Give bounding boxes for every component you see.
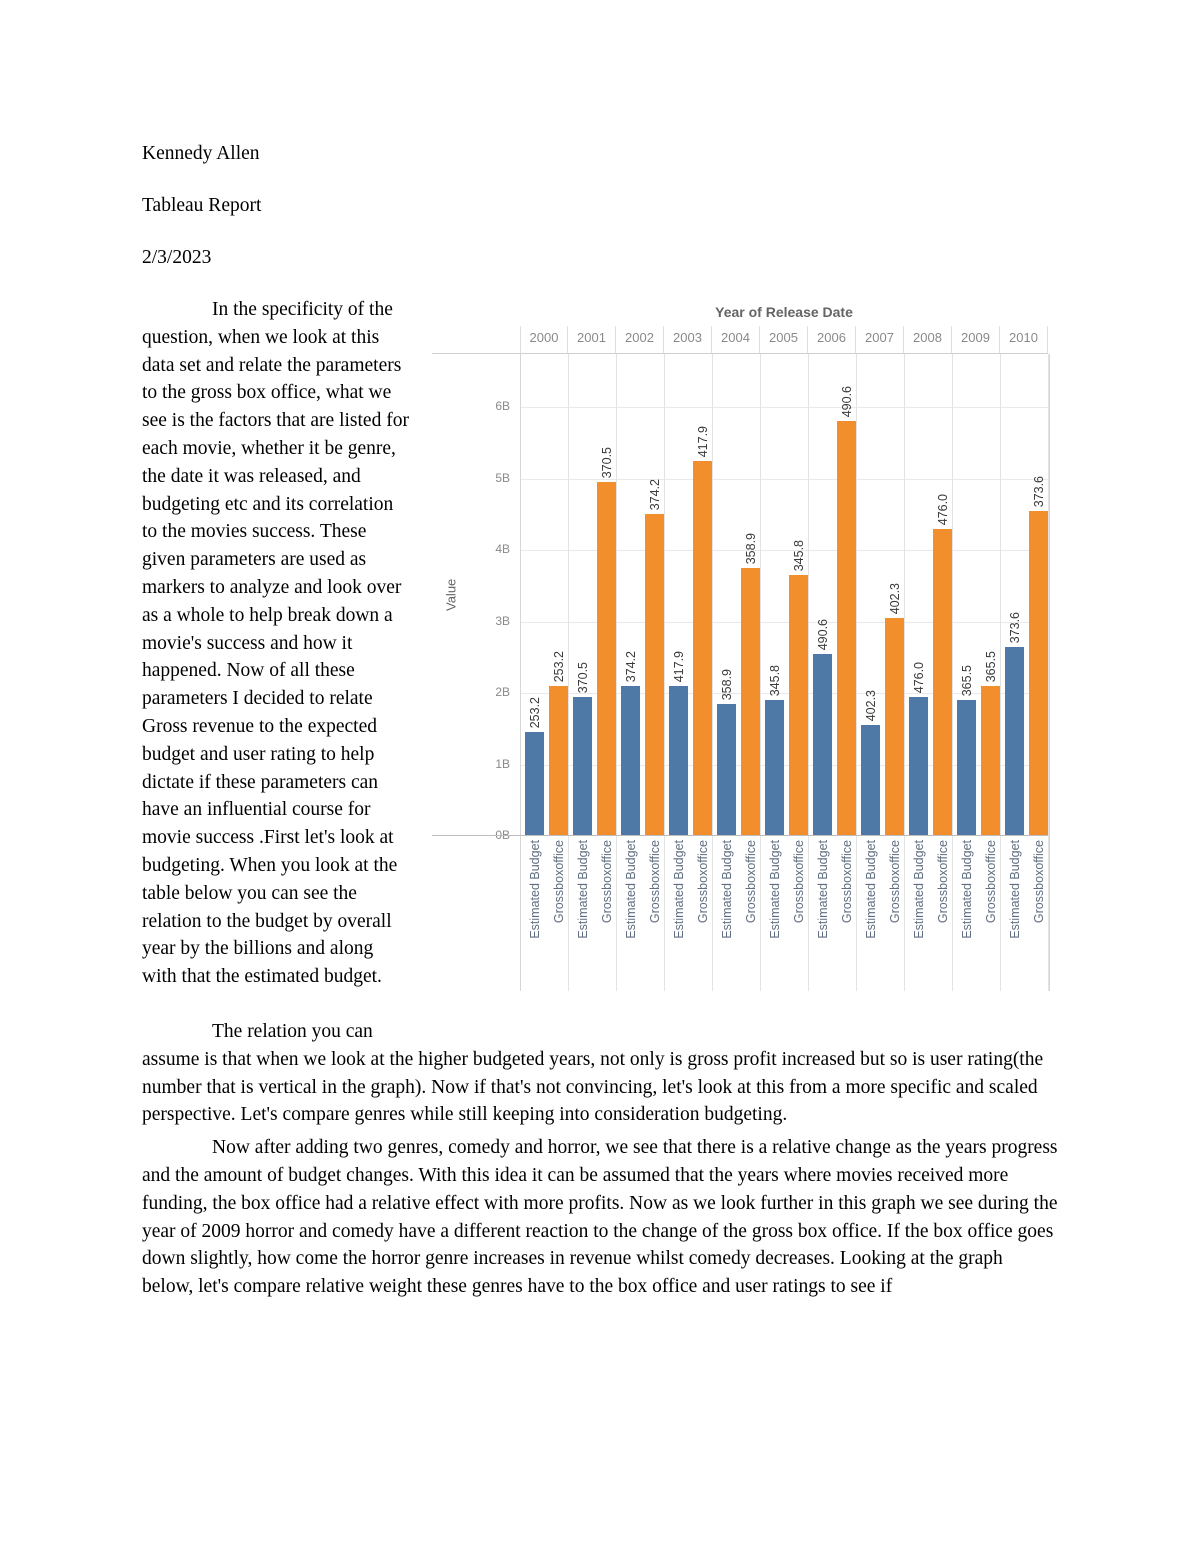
- year-header: 2010: [1000, 326, 1048, 353]
- grossboxoffice-bar: [741, 568, 760, 836]
- year-header: 2000: [520, 326, 568, 353]
- estimated-budget-bar: [813, 654, 832, 836]
- year-pane: [857, 354, 905, 991]
- x-category-label: Estimated Budget: [623, 840, 638, 939]
- gridline: [521, 693, 1049, 694]
- year-header: 2006: [808, 326, 856, 353]
- year-header: 2002: [616, 326, 664, 353]
- grossboxoffice-bar: [597, 482, 616, 836]
- document-body: Year of Release Date 2000 2001 2002 2003 200…: [142, 296, 1058, 1301]
- gridline: [521, 478, 1049, 480]
- estimated-budget-bar: [861, 725, 880, 836]
- gridline: [521, 764, 1049, 766]
- paragraph-3: Now after adding two genres, comedy and …: [142, 1137, 1058, 1298]
- gridline: [521, 550, 1049, 551]
- estimated-budget-bar: [765, 700, 784, 836]
- author-line: Kennedy Allen: [142, 143, 260, 164]
- x-category-label: Estimated Budget: [719, 840, 734, 939]
- grossboxoffice-bar: [981, 686, 1000, 836]
- paragraph-1: In the specificity of the question, when…: [142, 299, 409, 988]
- x-category-label: Estimated Budget: [527, 840, 542, 939]
- grossboxoffice-bar: [645, 514, 664, 836]
- y-tick-label: 1B: [495, 756, 510, 771]
- y-tick-label: 2B: [495, 685, 510, 699]
- year-pane: [713, 354, 761, 991]
- x-category-label: Grossboxoffice: [791, 840, 806, 924]
- year-header: 2001: [568, 326, 616, 353]
- estimated-budget-bar: [909, 697, 928, 836]
- estimated-budget-bar: [573, 697, 592, 836]
- estimated-budget-bar: [717, 704, 736, 836]
- year-pane: [1001, 354, 1049, 991]
- grossboxoffice-bar: [789, 575, 808, 836]
- x-category-label: Estimated Budget: [959, 840, 974, 939]
- gridline: [521, 407, 1049, 408]
- y-tick-label: 6B: [495, 399, 510, 413]
- x-category-label: Grossboxoffice: [599, 840, 614, 924]
- document-header: Kennedy Allen Tableau Report 2/3/2023: [142, 140, 1058, 271]
- chart-plot-area-wrapper: Value 0B 1B 2B 3B 4B 5B 6B 253.2 Estimated Budg…: [432, 353, 1050, 991]
- year-pane: [809, 354, 857, 991]
- year-pane: [905, 354, 953, 991]
- estimated-budget-bar: [621, 686, 640, 836]
- year-pane: [521, 354, 569, 991]
- year-pane: [761, 354, 809, 991]
- x-category-label: Grossboxoffice: [647, 840, 662, 924]
- x-category-label: Estimated Budget: [767, 840, 782, 939]
- x-category-label: Estimated Budget: [671, 840, 686, 939]
- x-category-label: Grossboxoffice: [743, 840, 758, 924]
- chart-plot-area: 253.2 Estimated Budget 253.2 Grossboxoffice…: [520, 354, 1050, 991]
- gridline: [521, 621, 1049, 623]
- doc-title-line: Tableau Report: [142, 195, 262, 216]
- year-pane: [665, 354, 713, 991]
- tableau-bar-chart: Year of Release Date 2000 2001 2002 2003 200…: [432, 300, 1058, 993]
- x-category-label: Estimated Budget: [815, 840, 830, 939]
- x-category-label: Grossboxoffice: [695, 840, 710, 924]
- estimated-budget-bar: [957, 700, 976, 836]
- year-header: 2005: [760, 326, 808, 353]
- x-axis-baseline: [432, 835, 1048, 836]
- y-tick-label: 4B: [495, 542, 510, 556]
- y-tick-label: 3B: [495, 613, 510, 628]
- x-category-label: Estimated Budget: [863, 840, 878, 939]
- year-header: 2008: [904, 326, 952, 353]
- estimated-budget-bar: [1005, 647, 1024, 836]
- grossboxoffice-bar: [1029, 511, 1048, 836]
- year-pane: [617, 354, 665, 991]
- x-category-label: Estimated Budget: [1007, 840, 1022, 939]
- year-header: 2009: [952, 326, 1000, 353]
- doc-date-line: 2/3/2023: [142, 247, 212, 268]
- year-pane: [569, 354, 617, 991]
- x-category-label: Grossboxoffice: [551, 840, 566, 924]
- paragraph-spacer: [142, 991, 1058, 1018]
- year-header: 2007: [856, 326, 904, 353]
- grossboxoffice-bar: [549, 686, 568, 836]
- chart-year-header-row: 2000 2001 2002 2003 2004 2005 2006 2007 2008 2009…: [520, 326, 1048, 353]
- chart-y-axis: Value 0B 1B 2B 3B 4B 5B 6B: [432, 354, 520, 842]
- x-category-label: Grossboxoffice: [935, 840, 950, 924]
- grossboxoffice-bar: [693, 461, 712, 836]
- estimated-budget-bar: [525, 732, 544, 836]
- y-tick-label: 5B: [495, 470, 510, 485]
- x-category-label: Grossboxoffice: [839, 840, 854, 924]
- year-pane: [953, 354, 1001, 991]
- grossboxoffice-bar: [885, 618, 904, 836]
- grossboxoffice-bar: [837, 421, 856, 836]
- year-header: 2004: [712, 326, 760, 353]
- x-category-label: Grossboxoffice: [983, 840, 998, 924]
- y-axis-title: Value: [443, 578, 459, 612]
- estimated-budget-bar: [669, 686, 688, 836]
- chart-title: Year of Release Date: [715, 304, 853, 320]
- paragraph-2: The relation you can assume is that when…: [142, 1020, 1044, 1126]
- x-category-label: Grossboxoffice: [1031, 840, 1046, 924]
- x-category-label: Estimated Budget: [911, 840, 926, 939]
- x-category-label: Estimated Budget: [575, 840, 590, 939]
- grossboxoffice-bar: [933, 529, 952, 836]
- year-header: 2003: [664, 326, 712, 353]
- x-category-label: Grossboxoffice: [887, 840, 902, 924]
